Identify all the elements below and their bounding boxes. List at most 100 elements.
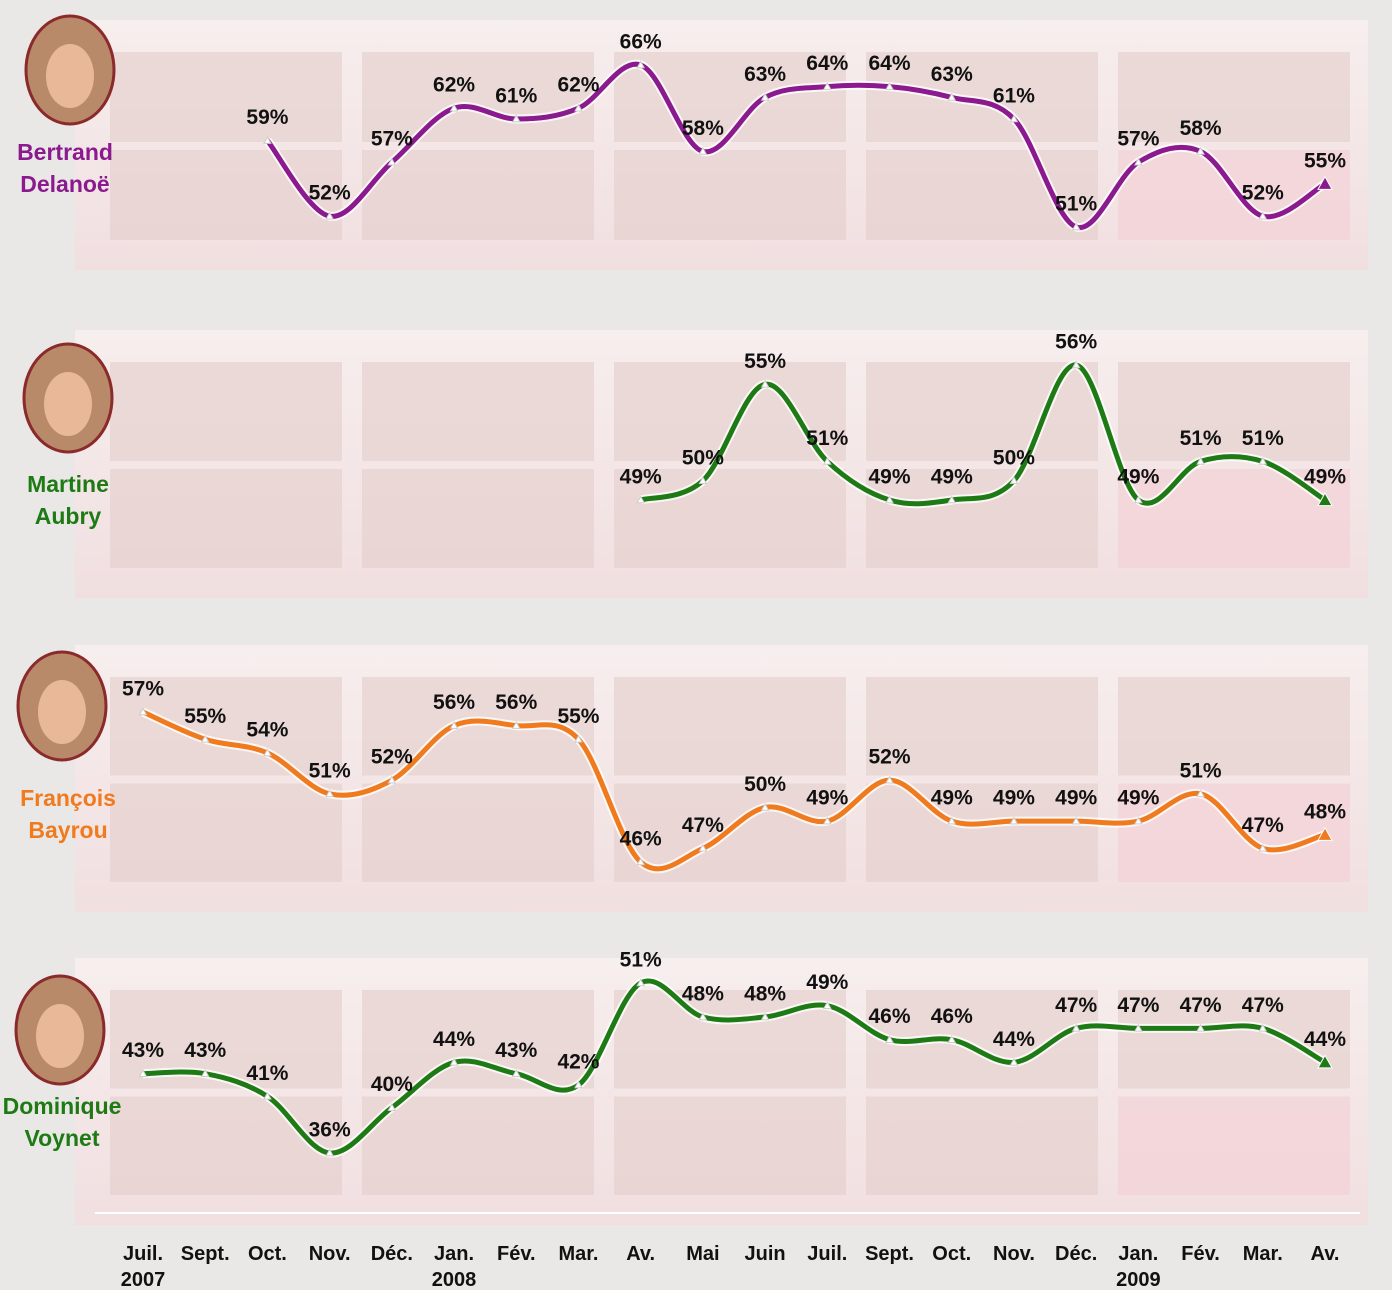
x-tick-label: Fév. [497,1243,536,1265]
point-marker [1071,1023,1081,1032]
photo-tile [362,990,594,1089]
value-label: 49% [1117,787,1159,810]
photo-tile [362,783,594,882]
value-label: 44% [993,1028,1035,1051]
value-label: 51% [1055,193,1097,216]
photo-tile [110,677,342,776]
value-label: 47% [682,814,724,837]
point-marker [1134,816,1143,825]
photo-tile [614,469,846,568]
name-line: Bertrand [17,139,113,165]
value-label: 41% [246,1062,288,1085]
photo-tile [1118,52,1350,142]
value-label: 63% [744,63,786,86]
point-marker [1071,360,1081,369]
value-label: 44% [1304,1028,1346,1051]
tick-line: Déc. [371,1243,413,1265]
point-marker [947,495,957,504]
point-marker [449,721,459,729]
value-label: 36% [309,1119,351,1142]
photo-tile [362,150,594,240]
point-marker [885,775,894,784]
value-label: 49% [931,787,973,810]
value-label: 47% [1117,994,1159,1017]
point-marker [636,857,646,866]
point-marker [698,1012,708,1021]
value-label: 46% [869,1005,911,1028]
point-marker [1258,1023,1268,1032]
photo-tile [110,783,342,882]
point-marker [1009,114,1019,123]
x-tick-label: Juin [745,1243,786,1265]
value-label: 58% [682,117,724,140]
value-label: 51% [806,427,848,450]
point-marker [885,1035,894,1043]
value-label: 49% [1304,466,1346,489]
series-name: Martine Aubry [27,471,109,529]
tick-line: 2009 [1116,1269,1161,1290]
value-label: 43% [122,1039,164,1062]
point-marker [698,843,708,852]
series-name: Bertrand Delanoë [17,139,113,197]
point-marker [1317,491,1333,507]
tick-line: 2008 [432,1269,477,1290]
value-label: 52% [869,746,911,769]
photo-tile [866,150,1098,240]
value-label: 43% [495,1039,537,1062]
value-label: 62% [557,74,599,97]
point-marker [822,816,832,825]
x-tick-label: Mar. [558,1243,598,1265]
value-label: 57% [371,128,413,151]
x-tick-label: Sept. [181,1243,230,1265]
value-label: 55% [184,705,226,728]
value-label: 62% [433,74,475,97]
x-tick-label: Nov. [993,1243,1035,1265]
value-label: 50% [744,773,786,796]
point-marker [1071,816,1081,825]
value-label: 46% [620,828,662,851]
x-tick-label: Déc. [1055,1243,1097,1265]
point-marker [1009,476,1019,485]
point-marker [1009,1057,1019,1066]
photo-tile [866,52,1098,142]
x-tick-label: Jan. 2008 [432,1243,477,1290]
tick-line: Jan. [1118,1243,1158,1265]
photo-tile [614,1096,846,1195]
point-marker [200,1069,210,1077]
point-marker [138,1069,148,1077]
value-label: 49% [993,787,1035,810]
point-marker [574,103,583,112]
point-marker [1009,816,1019,825]
value-label: 52% [371,746,413,769]
photo-tile [1118,362,1350,461]
x-tick-label: Mai [686,1243,719,1265]
point-marker [947,816,957,825]
value-label: 51% [1180,427,1222,450]
point-marker [636,978,646,987]
value-label: 56% [495,691,537,714]
photo-tile [110,362,342,461]
value-label: 49% [1055,787,1097,810]
value-label: 56% [433,691,475,714]
photo-tile [1118,1096,1350,1195]
point-marker [138,707,148,716]
point-marker [1196,789,1205,798]
tick-line: Juin [745,1243,786,1265]
value-label: 49% [931,466,973,489]
point-marker [885,82,894,90]
photo-tile [110,1096,342,1195]
x-tick-label: Nov. [309,1243,351,1265]
photo-tile [614,150,846,240]
tick-line: Juil. [807,1243,847,1265]
value-label: 52% [309,182,351,205]
point-marker [325,789,334,798]
value-label: 48% [682,983,724,1006]
value-label: 66% [620,31,662,54]
value-label: 43% [184,1039,226,1062]
photo-tile [866,677,1098,776]
photo-tile [362,362,594,461]
portrait-face [44,372,92,436]
value-label: 55% [1304,149,1346,172]
value-label: 57% [1117,128,1159,151]
value-label: 58% [1180,117,1222,140]
